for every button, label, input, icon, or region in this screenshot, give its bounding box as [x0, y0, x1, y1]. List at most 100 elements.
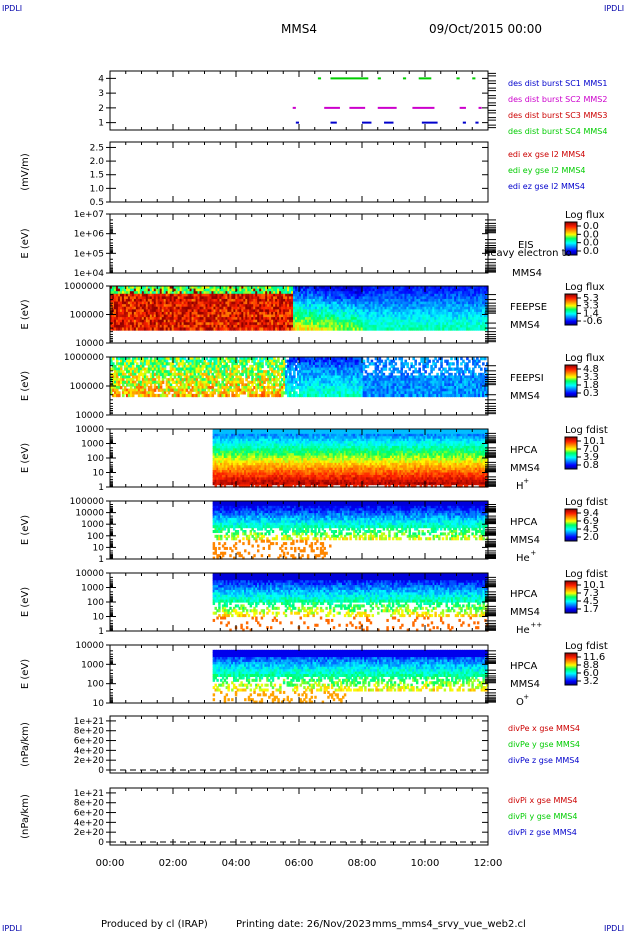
feeps-i-cell — [269, 362, 272, 366]
feeps-e-cell — [306, 322, 310, 326]
feeps-e-cell — [133, 293, 137, 297]
feeps-e-cell — [364, 311, 368, 316]
feeps-i-cell — [149, 359, 153, 363]
feeps-e-cell — [400, 311, 404, 316]
feeps-e-cell — [400, 288, 404, 292]
feeps-i-cell — [295, 378, 298, 382]
feeps-e-cell — [151, 291, 155, 295]
feeps-e-cell — [149, 301, 153, 305]
feeps-i-cell — [318, 378, 322, 382]
feeps-e-cell — [173, 304, 177, 308]
feeps-i-cell — [297, 393, 300, 398]
feeps-i-cell — [328, 372, 332, 377]
feeps-e-cell — [466, 296, 469, 300]
feeps-e-cell — [157, 314, 161, 318]
feeps-e-cell — [157, 291, 161, 295]
feeps-e-cell — [127, 291, 131, 295]
feeps-i-cell — [159, 367, 163, 371]
feeps-e-cell — [406, 286, 410, 290]
feeps-e-cell — [181, 306, 185, 310]
feeps-e-cell — [456, 298, 459, 303]
feeps-e-cell — [480, 309, 483, 313]
feeps-i-cell — [316, 378, 320, 382]
feeps-e-cell — [326, 296, 330, 300]
feeps-i-cell — [115, 380, 119, 384]
feeps-e-cell — [251, 301, 254, 305]
feeps-i-cell — [191, 388, 195, 392]
feeps-i-cell — [312, 391, 316, 395]
feeps-i-cell — [219, 372, 223, 377]
feeps-e-cell — [137, 288, 141, 292]
feeps-e-cell — [199, 293, 203, 297]
feeps-e-cell — [215, 286, 219, 290]
feeps-e-cell — [195, 301, 199, 305]
feeps-e-cell — [404, 311, 408, 316]
feeps-i-cell — [187, 380, 191, 384]
feeps-e-cell — [183, 327, 187, 331]
feeps-e-cell — [382, 322, 386, 326]
feeps-e-cell — [478, 317, 481, 321]
feeps-e-cell — [448, 288, 451, 292]
feeps-i-cell — [147, 393, 151, 398]
feeps-e-cell — [187, 301, 191, 305]
feeps-e-cell — [480, 319, 483, 323]
feeps-e-cell — [482, 286, 485, 290]
feeps-e-cell — [207, 288, 211, 292]
feeps-i-cell — [249, 357, 252, 361]
feeps-e-cell — [197, 322, 201, 326]
feeps-e-cell — [115, 304, 119, 308]
feeps-e-cell — [277, 317, 280, 321]
feeps-e-cell — [201, 327, 205, 331]
feeps-e-cell — [396, 291, 400, 295]
feeps-e-cell — [302, 309, 306, 313]
feeps-e-cell — [456, 322, 459, 326]
feeps-e-cell — [310, 311, 314, 316]
feeps-e-cell — [446, 288, 449, 292]
feeps-e-cell — [129, 306, 133, 310]
feeps-e-cell — [450, 309, 453, 313]
feeps-e-cell — [320, 301, 324, 305]
feeps-e-cell — [350, 291, 354, 295]
feeps-i-cell — [239, 359, 242, 363]
feeps-e-cell — [145, 286, 149, 290]
feeps-e-cell — [324, 293, 328, 297]
feeps-i-cell — [259, 380, 262, 384]
feeps-e-cell — [163, 319, 167, 323]
feeps-e-cell — [165, 319, 169, 323]
feeps-i-cell — [293, 372, 296, 377]
feeps-e-cell — [464, 319, 467, 323]
feeps-e-cell — [195, 314, 199, 318]
feeps-e-cell — [235, 288, 238, 292]
feeps-e-cell — [123, 327, 127, 331]
feeps-e-cell — [199, 309, 203, 313]
feeps-i-cell — [155, 367, 159, 371]
feeps-i-cell — [209, 359, 213, 363]
feeps-e-cell — [348, 286, 352, 290]
feeps-e-cell — [221, 296, 224, 300]
feeps-i-cell — [259, 362, 262, 366]
feeps-e-cell — [446, 286, 449, 290]
feeps-i-cell — [231, 370, 234, 374]
feeps-i-cell — [173, 391, 177, 395]
feeps-e-cell — [187, 322, 191, 326]
feeps-e-cell — [436, 286, 439, 290]
feeps-e-cell — [304, 309, 308, 313]
feeps-i-cell — [121, 378, 125, 382]
feeps-e-cell — [111, 322, 115, 326]
feeps-i-cell — [175, 357, 179, 361]
feeps-e-cell — [233, 291, 236, 295]
feeps-i-cell — [151, 367, 155, 371]
feeps-i-cell — [289, 357, 292, 361]
feeps-i-cell — [157, 362, 161, 366]
feeps-e-cell — [197, 291, 201, 295]
feeps-i-cell — [324, 372, 328, 377]
feeps-i-cell — [261, 388, 264, 392]
feeps-e-cell — [384, 296, 388, 300]
feeps-e-cell — [233, 319, 236, 323]
feeps-i-cell — [308, 375, 312, 379]
feeps-i-cell — [318, 375, 322, 379]
feeps-e-cell — [249, 288, 252, 292]
feeps-i-cell — [165, 388, 169, 392]
feeps-i-cell — [261, 362, 264, 366]
feeps-e-cell — [340, 286, 344, 290]
